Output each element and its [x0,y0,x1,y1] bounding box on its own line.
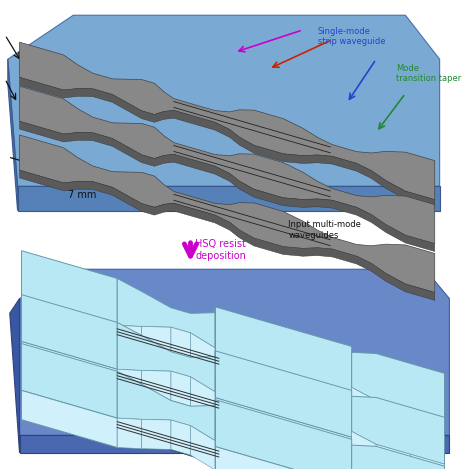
Polygon shape [21,251,117,325]
Text: Mode
transition taper: Mode transition taper [396,64,461,83]
Polygon shape [18,186,439,210]
Polygon shape [117,325,142,356]
Polygon shape [19,77,435,208]
Polygon shape [21,342,445,474]
Text: 7 mm: 7 mm [68,190,97,200]
Polygon shape [215,307,352,393]
Polygon shape [21,295,117,369]
Polygon shape [215,354,352,423]
Polygon shape [191,333,215,377]
Polygon shape [410,410,445,449]
Polygon shape [19,135,435,292]
Polygon shape [376,444,410,474]
Polygon shape [21,403,445,474]
Polygon shape [21,298,117,355]
Polygon shape [117,278,215,348]
Text: HSQ resist
deposition: HSQ resist deposition [195,239,246,261]
Polygon shape [19,42,435,200]
Polygon shape [19,121,435,252]
Polygon shape [21,298,445,433]
Polygon shape [21,354,445,474]
Polygon shape [10,299,19,453]
Polygon shape [19,86,435,244]
Polygon shape [410,454,445,474]
Polygon shape [117,418,142,449]
Polygon shape [8,59,18,210]
Polygon shape [19,435,449,453]
Polygon shape [352,396,445,464]
Polygon shape [117,322,215,392]
Polygon shape [142,419,171,449]
Polygon shape [21,391,117,447]
Polygon shape [352,445,445,474]
Polygon shape [171,327,191,362]
Polygon shape [215,447,352,474]
Polygon shape [21,342,117,399]
Polygon shape [117,371,215,441]
Polygon shape [171,371,191,406]
Polygon shape [8,15,439,186]
Polygon shape [352,387,376,430]
Text: Input multi-mode
waveguides: Input multi-mode waveguides [288,220,361,240]
Polygon shape [171,420,191,455]
Polygon shape [19,170,435,301]
Polygon shape [215,400,352,474]
Polygon shape [352,352,445,420]
Text: Single-mode
strip waveguide: Single-mode strip waveguide [318,27,385,46]
Polygon shape [376,401,410,439]
Polygon shape [117,369,142,400]
Polygon shape [215,351,352,438]
Polygon shape [21,310,445,438]
Polygon shape [191,426,215,470]
Polygon shape [19,269,449,435]
Polygon shape [21,391,445,474]
Polygon shape [21,344,117,418]
Polygon shape [352,431,376,474]
Polygon shape [191,377,215,421]
Polygon shape [142,327,171,356]
Polygon shape [142,371,171,401]
Polygon shape [215,398,352,466]
